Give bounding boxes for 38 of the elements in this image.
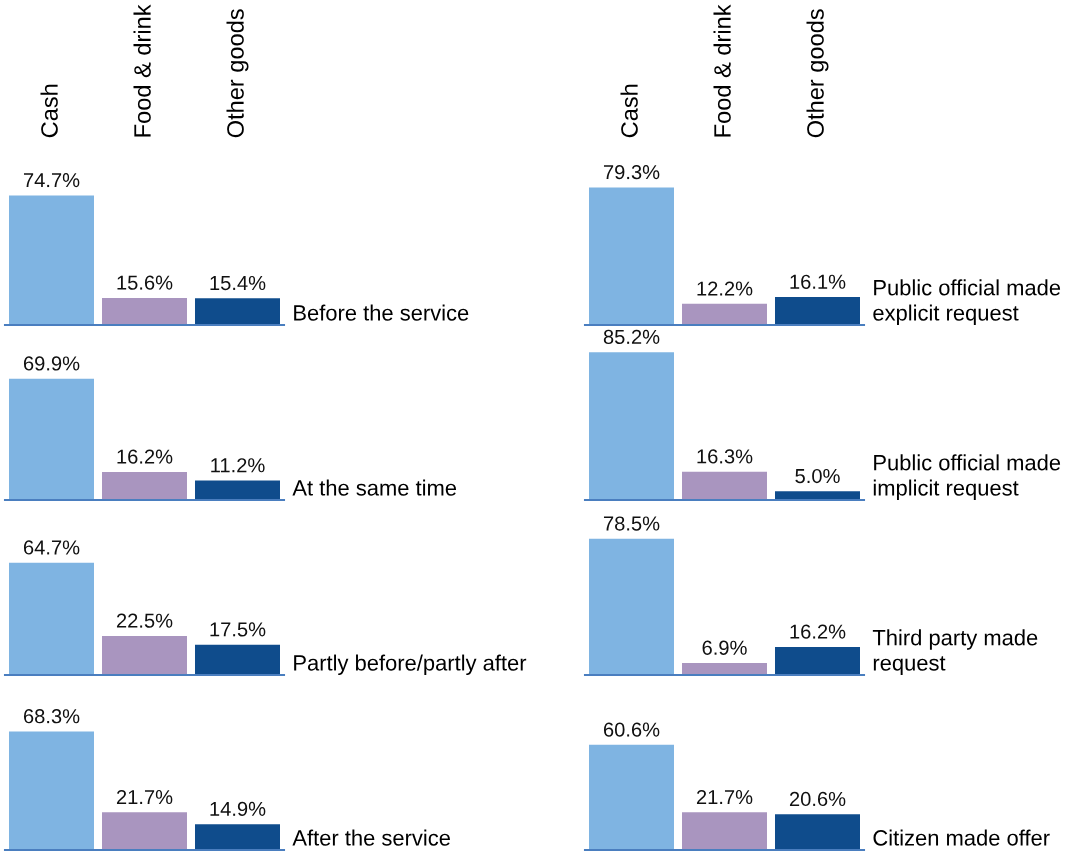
data-label: 21.7%	[116, 789, 173, 805]
text: At the same time	[292, 479, 457, 496]
data-label: 17.5%	[210, 622, 266, 637]
data-label: 22.5%	[116, 613, 173, 628]
x-tick-label: Cash	[40, 84, 58, 138]
data-label: 5.0%	[795, 468, 840, 484]
data-label: 14.9%	[210, 801, 266, 816]
data-label: 6.9%	[702, 640, 747, 655]
data-label: 16.2%	[117, 449, 173, 464]
data-label: 21.7%	[696, 789, 753, 805]
data-label: 15.6%	[117, 275, 173, 290]
data-label: 12.2%	[697, 281, 753, 296]
data-label: 78.5%	[603, 516, 660, 531]
data-label: 64.7%	[23, 540, 80, 555]
x-tick-label: Other goods	[806, 9, 829, 138]
text: Before the service	[294, 304, 469, 321]
text: Citizen made offer	[873, 829, 1050, 846]
data-label: 85.2%	[603, 329, 660, 345]
text: Public official made implicit request	[873, 454, 1061, 500]
data-label: 16.2%	[790, 624, 846, 639]
data-label: 15.4%	[210, 275, 266, 291]
data-label: 16.1%	[790, 274, 846, 289]
text: After the service	[292, 829, 450, 846]
data-label: 68.3%	[23, 709, 80, 724]
text: Public official made explicit request	[873, 279, 1061, 325]
x-tick-label: Food & drink	[713, 4, 731, 137]
x-tick-label: Food & drink	[133, 4, 151, 137]
text: Partly before/partly after	[294, 654, 527, 675]
data-label: 74.7%	[23, 173, 80, 188]
data-label: 11.2%	[211, 458, 265, 473]
data-label: 60.6%	[603, 722, 660, 737]
data-label: 16.3%	[697, 449, 753, 464]
data-label: 20.6%	[789, 791, 846, 807]
x-tick-label: Other goods	[226, 9, 249, 138]
x-tick-label: Cash	[620, 84, 638, 138]
text: Third party made request	[872, 629, 1038, 675]
data-label: 79.3%	[603, 165, 660, 180]
data-label: 69.9%	[23, 356, 80, 371]
